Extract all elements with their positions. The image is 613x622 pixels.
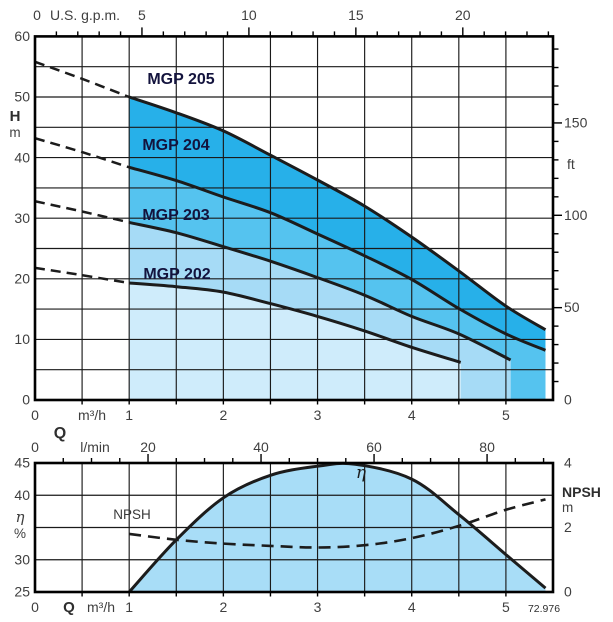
gpm-axis-unit: U.S. g.p.m. (50, 7, 120, 23)
lmin-axis-unit: l/min (80, 439, 110, 455)
curve-label-mgp-204: MGP 204 (142, 137, 209, 154)
q-label-main-1: 1 (125, 407, 133, 423)
q-label-lower-4: 4 (408, 599, 416, 615)
gpm-label-5: 5 (138, 7, 146, 23)
ft-label-100: 100 (564, 207, 588, 223)
gpm-label-0: 0 (33, 7, 41, 23)
h-label-30: 30 (14, 210, 30, 226)
h-label-60: 60 (14, 28, 30, 44)
ft-axis-unit: ft (567, 156, 575, 172)
h-label-50: 50 (14, 89, 30, 105)
h-axis-unit: m (9, 125, 20, 140)
q-label-main-3: 3 (314, 407, 322, 423)
curve-label-eta: η (356, 463, 367, 483)
lmin-label-40: 40 (253, 439, 269, 455)
gpm-label-15: 15 (348, 7, 364, 23)
q-label-main-2: 2 (219, 407, 227, 423)
lower-plot-border (33, 461, 555, 594)
npsh-label-4: 4 (564, 455, 572, 471)
npsh-axis-unit: m (562, 500, 573, 515)
h-axis-symbol: H (10, 108, 21, 125)
lmin-label-20: 20 (140, 439, 156, 455)
q-label-lower-2: 2 (219, 599, 227, 615)
ft-label-150: 150 (564, 114, 588, 130)
q-label-lower-3: 3 (314, 599, 322, 615)
q-label-main-4: 4 (408, 407, 416, 423)
curve-label-npsh: NPSH (113, 507, 151, 522)
main-plot-border (33, 35, 555, 402)
eta-label-45: 45 (14, 455, 30, 471)
band-mgp205-mgp204 (129, 97, 546, 351)
eta-axis-unit: % (14, 526, 26, 541)
q-axis-unit-main: m³/h (78, 407, 106, 423)
curve-mgp-202-dashed (34, 266, 130, 285)
eta-label-30: 30 (14, 551, 30, 567)
band-mgp203-mgp202 (129, 222, 511, 400)
lmin-label-80: 80 (479, 439, 495, 455)
document-code: 72.976 (528, 603, 560, 615)
gpm-label-20: 20 (455, 7, 471, 23)
npsh-axis-symbol: NPSH (562, 484, 601, 500)
curve-mgp-205-dashed (34, 60, 130, 99)
q-axis-unit-lower: m³/h (87, 599, 115, 615)
ft-label-0: 0 (564, 392, 572, 408)
curve-label-mgp-203: MGP 203 (142, 207, 209, 224)
q-axis-symbol-lower: Q (63, 599, 75, 616)
lmin-label-0: 0 (31, 439, 39, 455)
q-label-lower-1: 1 (125, 599, 133, 615)
gpm-label-10: 10 (241, 7, 257, 23)
curve-mgp-203-dashed (34, 200, 130, 224)
curve-label-mgp-205: MGP 205 (147, 71, 214, 88)
curve-mgp-202 (129, 281, 462, 364)
lmin-label-60: 60 (366, 439, 382, 455)
curve-mgp-204 (128, 165, 547, 352)
h-label-40: 40 (14, 149, 30, 165)
eta-axis-symbol: η (16, 508, 25, 526)
ft-label-50: 50 (564, 299, 580, 315)
q-axis-symbol: Q (54, 425, 66, 442)
curve-mgp-204-dashed (34, 137, 130, 169)
curve-label-mgp-202: MGP 202 (143, 266, 210, 283)
npsh-label-0: 0 (564, 584, 572, 600)
eta-label-40: 40 (14, 487, 30, 503)
q-label-lower-0: 0 (31, 599, 39, 615)
h-label-10: 10 (14, 331, 30, 347)
h-label-20: 20 (14, 271, 30, 287)
h-label-0: 0 (22, 392, 30, 408)
band-below-mgp202 (129, 283, 461, 400)
q-label-main-0: 0 (31, 407, 39, 423)
curve-npsh-dashed (129, 498, 546, 549)
curve-mgp-205 (128, 95, 547, 331)
eta-label-25: 25 (14, 584, 30, 600)
npsh-label-2: 2 (564, 519, 572, 535)
q-label-lower-5: 5 (502, 599, 510, 615)
q-label-main-5: 5 (502, 407, 510, 423)
curve-mgp-203 (128, 220, 512, 362)
